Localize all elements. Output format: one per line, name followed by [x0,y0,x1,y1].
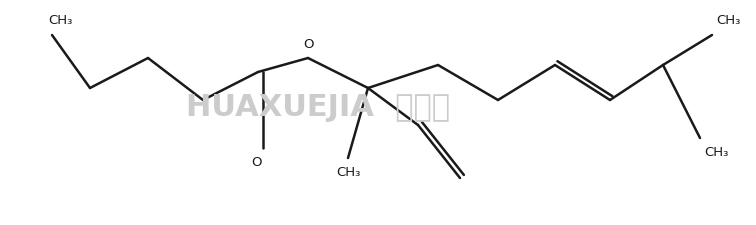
Text: O: O [251,155,262,169]
Text: HUAXUEJIA  化学加: HUAXUEJIA 化学加 [185,94,450,122]
Text: CH₃: CH₃ [48,14,73,27]
Text: CH₃: CH₃ [704,146,728,158]
Text: CH₃: CH₃ [716,14,740,27]
Text: CH₃: CH₃ [336,166,360,178]
Text: O: O [302,38,313,50]
